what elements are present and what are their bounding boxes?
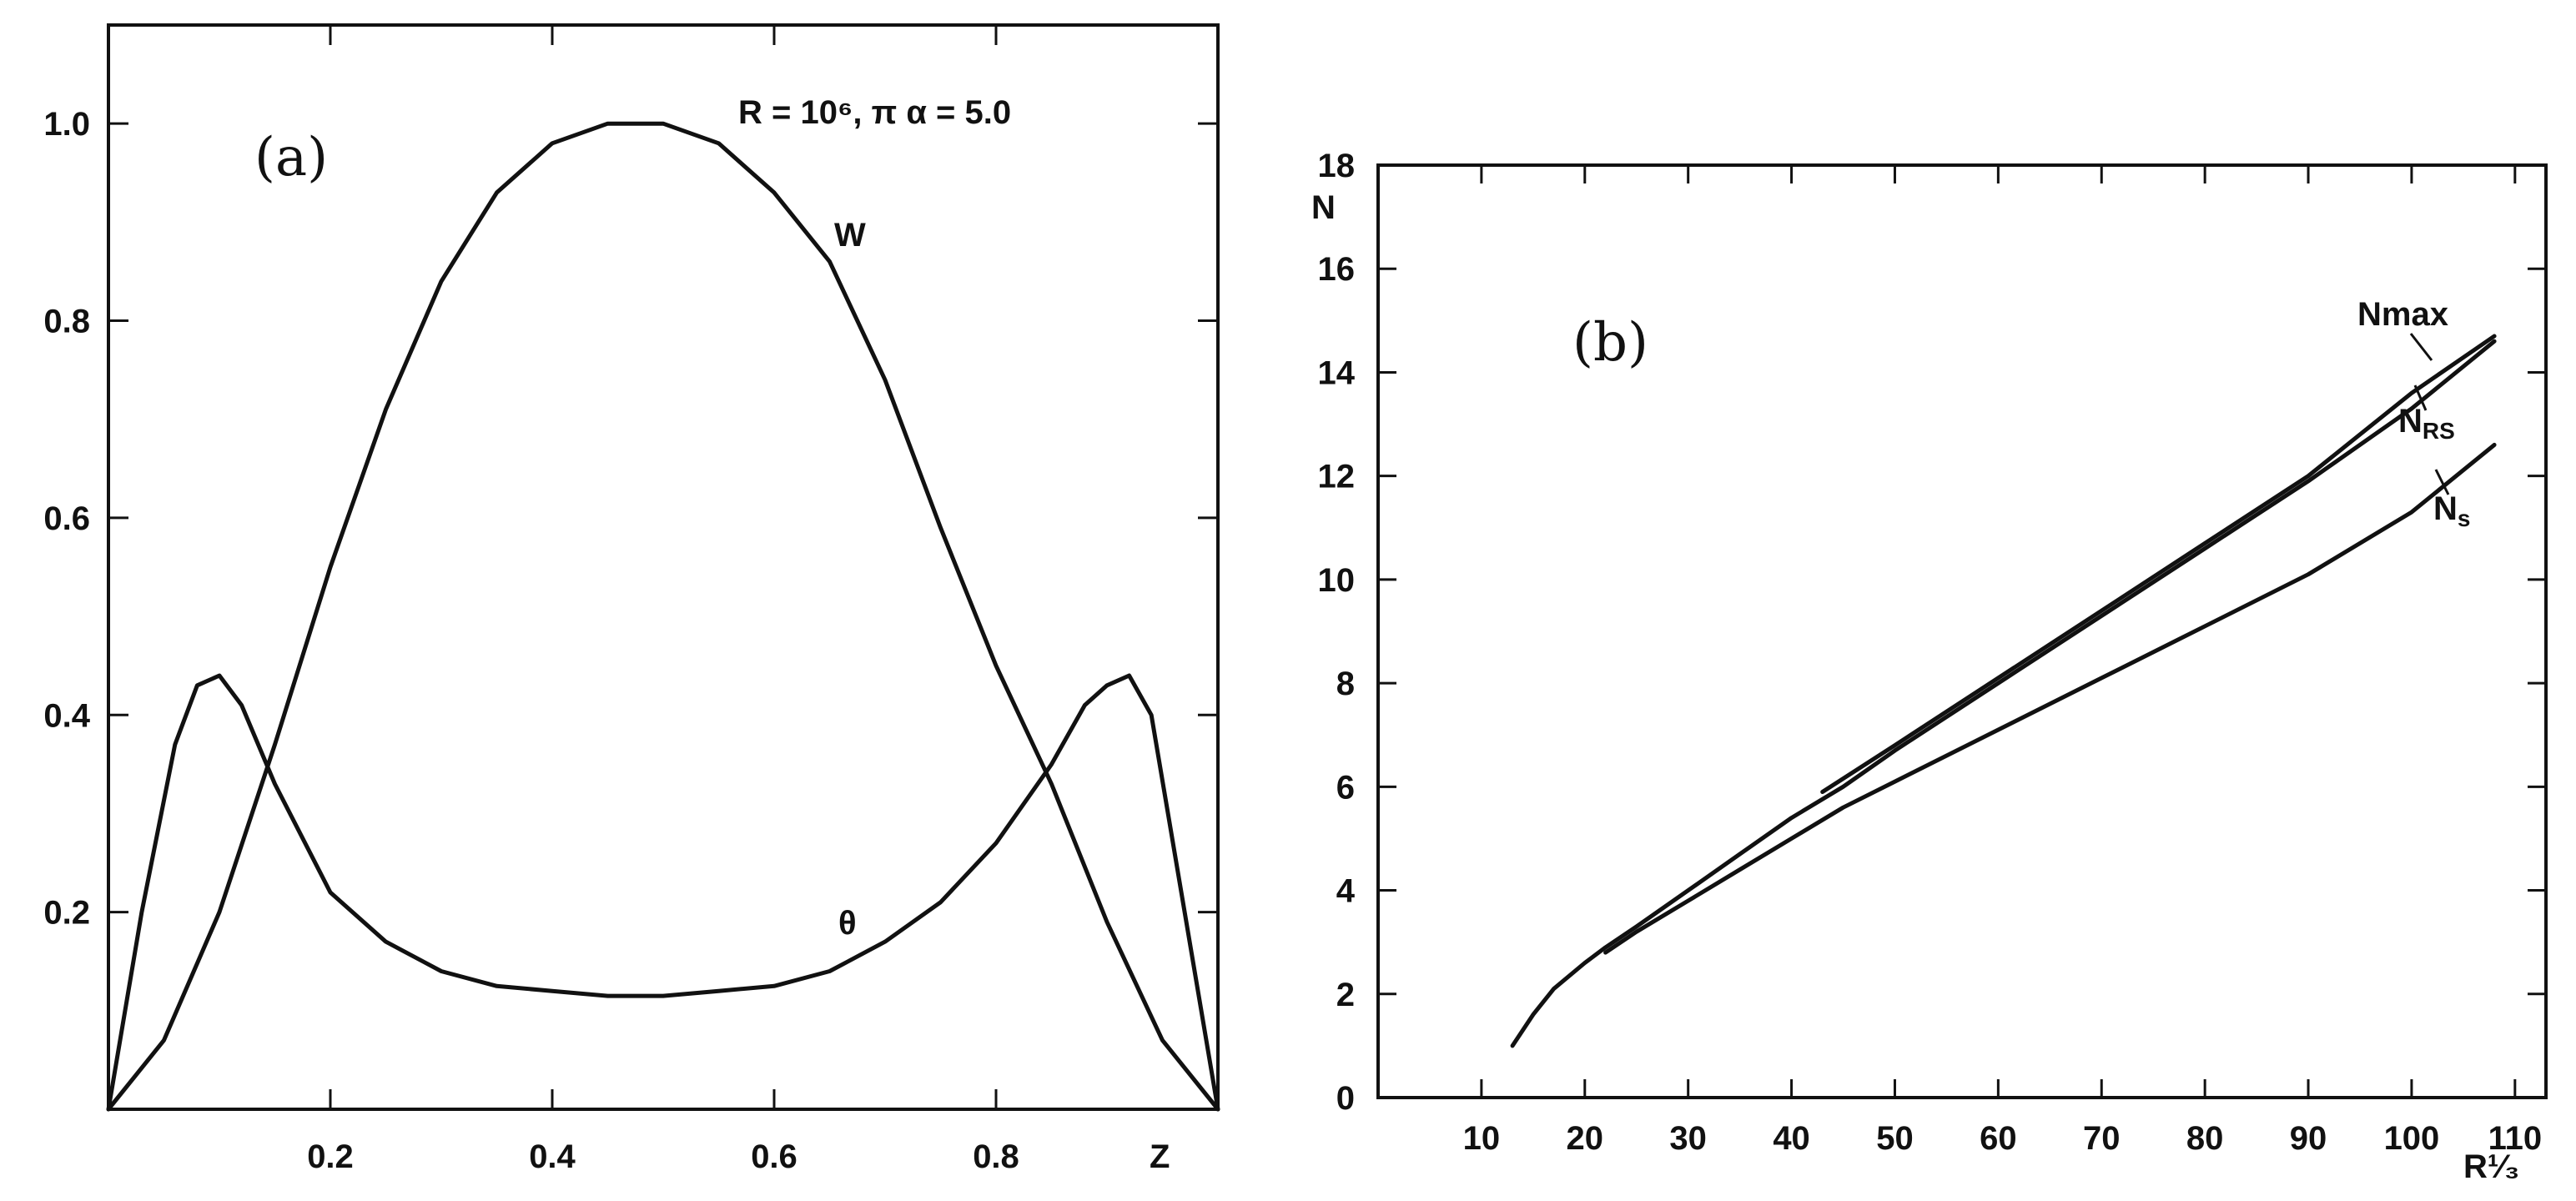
panel-a-curves	[106, 121, 1220, 1112]
x-tick-label-b: 30	[1669, 1120, 1707, 1157]
y-tick-label-a: 0.8	[43, 304, 90, 340]
panel-b-x-axis-label: R¹⁄₃	[2463, 1148, 2519, 1185]
y-tick-label-b: 0	[1336, 1080, 1355, 1117]
y-tick-label-a: 1.0	[43, 106, 90, 143]
x-tick-label-b: 40	[1773, 1120, 1810, 1157]
panel-b-curves	[1510, 334, 2497, 1048]
x-tick-label-b: 10	[1463, 1120, 1501, 1157]
y-tick-label-a: 0.2	[43, 895, 90, 932]
y-tick-label-b: 8	[1336, 666, 1355, 702]
series-label-ns: Ns	[2433, 490, 2470, 531]
y-tick-label-b: 10	[1318, 562, 1356, 599]
y-tick-label-a: 0.6	[43, 500, 90, 537]
panel-a-y-ticks: 0.2 0.4 0.6 0.8 1.0	[43, 106, 1218, 932]
x-tick-label-b: 20	[1567, 1120, 1604, 1157]
series-line-nrs	[1510, 339, 2497, 1048]
y-tick-label-a: 0.4	[43, 697, 90, 734]
y-tick-label-b: 4	[1336, 873, 1356, 910]
x-tick-label-b: 80	[2186, 1120, 2224, 1157]
x-tick-label-a: 0.6	[751, 1138, 797, 1175]
panel-b-y-ticks: 0 2 4 6 8 10 12 14 16 18	[1318, 148, 2546, 1117]
panel-b-x-ticks: 10 20 30 40 50 60 70 80 90 100 110	[1463, 165, 2542, 1157]
x-tick-label-b: 100	[2384, 1120, 2440, 1157]
panel-a-x-ticks: 0.2 0.4 0.6 0.8	[307, 25, 1019, 1175]
x-tick-label-b: 50	[1876, 1120, 1914, 1157]
leader-line-nrs	[2413, 384, 2428, 411]
y-tick-label-b: 12	[1318, 459, 1356, 495]
y-tick-label-b: 18	[1318, 148, 1356, 184]
panel-b-plot-frame	[1376, 163, 2548, 1099]
series-label-theta: θ	[838, 905, 857, 942]
panel-a-label: (a)	[254, 127, 328, 188]
series-line-nmax	[1820, 334, 2497, 794]
panel-b: 0 2 4 6 8 10 12 14 16 18 10 20 30 40 50 60 70 80 90 100 110…	[1311, 148, 2548, 1185]
leader-line-nmax	[2409, 333, 2433, 361]
panel-a: 0.2 0.4 0.6 0.8 1.0 0.2 0.4 0.6 0.8 (a) R = 10⁶…	[43, 23, 1220, 1175]
panel-b-y-axis-label: N	[1311, 189, 1336, 226]
y-tick-label-b: 16	[1318, 251, 1356, 288]
panel-b-label: (b)	[1572, 312, 1648, 374]
y-tick-label-b: 2	[1336, 977, 1355, 1013]
series-line-theta	[106, 673, 1220, 1112]
panel-a-x-axis-label: Z	[1150, 1138, 1170, 1175]
x-tick-label-b: 90	[2290, 1120, 2327, 1157]
x-tick-label-a: 0.2	[307, 1138, 354, 1175]
series-label-nrs: NRS	[2398, 403, 2455, 444]
leader-line-ns	[2434, 469, 2450, 495]
x-tick-label-a: 0.4	[529, 1138, 576, 1175]
series-line-w	[106, 121, 1220, 1112]
series-line-ns	[1603, 442, 2497, 955]
series-label-w: W	[834, 217, 866, 254]
x-tick-label-b: 60	[1980, 1120, 2017, 1157]
x-tick-label-b: 110	[2488, 1120, 2543, 1157]
y-tick-label-b: 6	[1336, 769, 1355, 806]
panel-a-annotation: R = 10⁶, π α = 5.0	[738, 94, 1011, 131]
y-tick-label-b: 14	[1318, 354, 1356, 391]
series-label-nmax: Nmax	[2357, 296, 2448, 333]
x-tick-label-a: 0.8	[973, 1138, 1019, 1175]
panel-a-plot-frame	[107, 23, 1220, 1111]
x-tick-label-b: 70	[2083, 1120, 2121, 1157]
